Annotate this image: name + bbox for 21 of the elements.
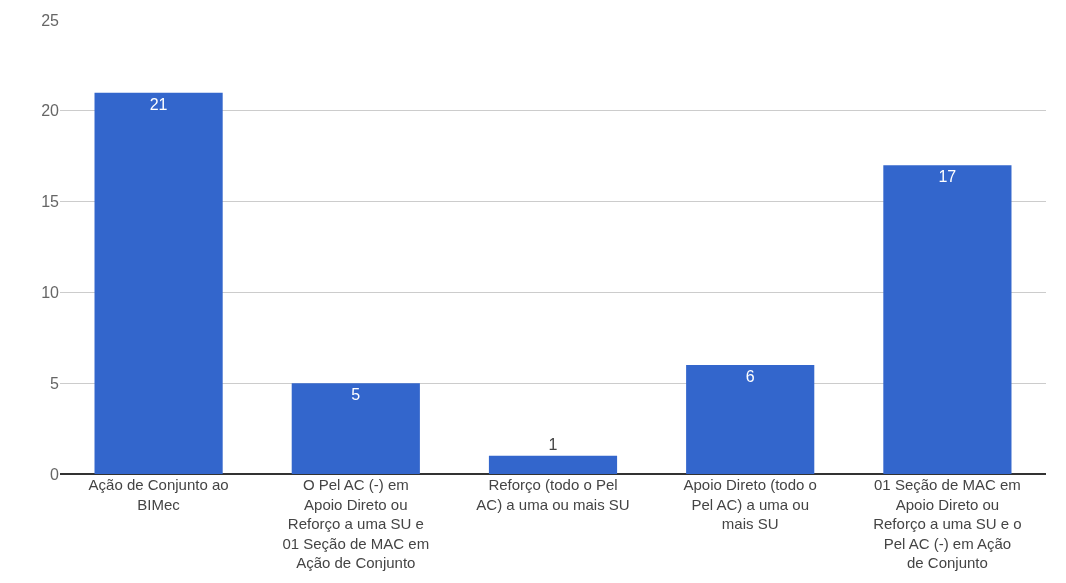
y-tick-label: 20 bbox=[41, 102, 60, 120]
bar bbox=[686, 365, 815, 474]
x-tick-label: Reforço (todo o Pel AC) a uma ou mais SU bbox=[476, 476, 630, 513]
x-tick-label: Apoio Direto (todo o Pel AC) a uma ou mais SU bbox=[683, 476, 817, 532]
data-label: 6 bbox=[745, 368, 755, 386]
y-tick-label: 10 bbox=[41, 284, 60, 301]
y-tick-label: 5 bbox=[50, 374, 60, 392]
bar bbox=[883, 165, 1012, 474]
data-label: 17 bbox=[938, 168, 957, 186]
y-tick-label: 15 bbox=[41, 193, 60, 211]
data-label: 1 bbox=[548, 435, 558, 453]
bar bbox=[291, 383, 420, 474]
x-tick-label: Ação de Conjunto ao BIMec bbox=[88, 476, 229, 513]
bar bbox=[488, 455, 618, 474]
x-tick-label: 01 Seção de MAC em Apoio Direto ou Reforço a uma SU e o Pel AC (-) em Ação de Conjunto bbox=[873, 476, 1022, 571]
x-tick-label: O Pel AC (-) em Apoio Direto ou Reforço a uma SU e 01 Seção de MAC em Ação de Conjunto bbox=[282, 476, 430, 571]
data-label: 5 bbox=[351, 386, 361, 404]
bar bbox=[94, 92, 223, 474]
y-tick-label: 0 bbox=[50, 465, 60, 483]
y-tick-label: 25 bbox=[41, 11, 60, 29]
data-label: 21 bbox=[149, 95, 168, 113]
